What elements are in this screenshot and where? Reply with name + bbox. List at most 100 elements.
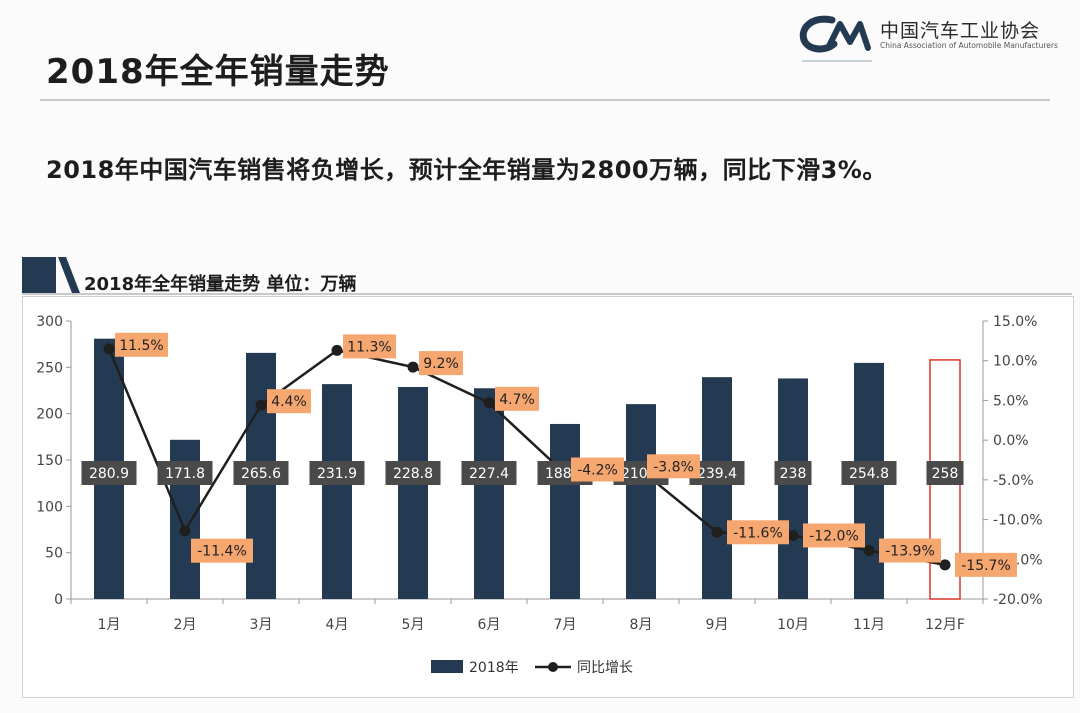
legend-bar-swatch (431, 660, 463, 673)
growth-value-label-box (727, 520, 789, 545)
bar-value-label-box (81, 461, 137, 485)
growth-value-label: 4.4% (267, 389, 311, 414)
logo: 中国汽车工业协会 China Association of Automobile… (798, 8, 1078, 62)
x-tick-label: 3月 (250, 617, 273, 633)
logo-name-cn: 中国汽车工业协会 (880, 20, 1041, 42)
y-left-tick-label: 100 (36, 499, 63, 515)
bar-value-label: 239.4 (689, 461, 745, 485)
growth-point (483, 397, 495, 409)
growth-value-label-text: 4.7% (499, 392, 535, 408)
bar-value-label-box (841, 461, 897, 485)
growth-value-label: -13.9% (879, 538, 941, 563)
y-right-tick-label: 15.0% (993, 314, 1037, 330)
title-divider (40, 99, 1050, 101)
bar-value-label-text: 280.9 (89, 466, 129, 482)
bar-value-label-text: 239.4 (697, 466, 737, 482)
bar-value-label-box (385, 461, 441, 485)
bar (626, 404, 656, 599)
growth-value-label-text: 11.3% (347, 339, 391, 355)
chart-header: 2018年全年销量走势 单位：万辆 (22, 257, 1072, 297)
y-left-tick-label: 50 (45, 546, 63, 562)
growth-value-label-text: -3.8% (653, 459, 694, 475)
growth-value-label: 11.5% (115, 332, 168, 357)
logo-underline (802, 60, 872, 62)
y-right-tick-label: 0.0% (993, 433, 1029, 449)
bar-value-label: 231.9 (309, 461, 365, 485)
chart-svg: 050100150200250300-20.0%-15.0%-10.0%-5.0… (36, 314, 1043, 676)
y-right-tick-label: 10.0% (993, 354, 1037, 370)
growth-value-label-text: -13.9% (885, 544, 935, 560)
bar-value-label-text: 231.9 (317, 466, 357, 482)
bar-value-label-text: 227.4 (469, 466, 509, 482)
growth-value-label: -3.8% (647, 454, 700, 479)
x-tick-label: 6月 (478, 617, 501, 633)
y-left-tick-label: 150 (36, 453, 63, 469)
x-tick-label: 1月 (98, 617, 121, 633)
x-tick-label: 10月 (777, 617, 809, 633)
legend-bar-label: 2018年 (469, 660, 519, 676)
bar-value-label: 228.8 (385, 461, 441, 485)
page-title: 2018年全年销量走势 (46, 52, 390, 92)
growth-point (939, 559, 951, 571)
growth-value-label-text: 11.5% (119, 338, 163, 354)
bar-value-label-text: 171.8 (165, 466, 205, 482)
bar-value-label-text: 258 (932, 466, 959, 482)
growth-value-label-box (647, 454, 700, 479)
growth-value-label-box (267, 389, 311, 414)
growth-value-label-box (343, 334, 396, 359)
x-tick-label: 9月 (706, 617, 729, 633)
growth-point (331, 344, 343, 356)
growth-value-label: -11.4% (191, 538, 253, 563)
growth-value-label-box (115, 332, 168, 357)
y-left-tick-label: 0 (54, 592, 63, 608)
x-tick-label: 11月 (853, 617, 885, 633)
y-left-tick-label: 300 (36, 314, 63, 330)
bar-value-label-text: 265.6 (241, 466, 281, 482)
growth-point (787, 529, 799, 541)
legend-line-marker (548, 662, 558, 672)
growth-value-label-text: 4.4% (271, 394, 307, 410)
growth-value-label-text: -15.7% (961, 558, 1011, 574)
growth-value-label: 4.7% (495, 386, 539, 411)
growth-value-label: -15.7% (955, 552, 1017, 577)
bar-value-label: 265.6 (233, 461, 289, 485)
logo-mark-icon (799, 15, 871, 53)
bar-value-label-text: 238 (780, 466, 807, 482)
growth-value-label-box (803, 523, 865, 548)
x-tick-label: 12月F (925, 617, 965, 633)
bar-value-label-box (926, 461, 964, 485)
bar-value-label-box (157, 461, 213, 485)
bar (474, 388, 504, 599)
bar (702, 377, 732, 599)
headline: 2018年中国汽车销售将负增长，预计全年销量为2800万辆，同比下滑3%。 (46, 156, 887, 184)
growth-point (103, 343, 115, 355)
y-left-tick-label: 200 (36, 407, 63, 423)
x-tick-label: 2月 (174, 617, 197, 633)
bar-value-label-box (461, 461, 517, 485)
growth-value-label: -11.6% (727, 520, 789, 545)
growth-value-label-box (879, 538, 941, 563)
bar-value-label-box (774, 461, 812, 485)
x-tick-label: 4月 (326, 617, 349, 633)
bar-value-label: 171.8 (157, 461, 213, 485)
growth-value-label-box (495, 386, 539, 411)
y-right-tick-label: -10.0% (993, 513, 1043, 529)
growth-value-label: -4.2% (571, 457, 624, 482)
growth-value-label-text: -11.4% (197, 544, 247, 560)
growth-point (711, 526, 723, 538)
bar-value-label: 238 (774, 461, 812, 485)
logo-name-en: China Association of Automobile Manufact… (880, 41, 1058, 50)
bar (322, 384, 352, 599)
growth-point (407, 361, 419, 373)
bar-value-label-box (233, 461, 289, 485)
bar-value-label-box (309, 461, 365, 485)
growth-point (179, 525, 191, 537)
x-tick-label: 8月 (630, 617, 653, 633)
y-right-tick-label: -20.0% (993, 592, 1043, 608)
growth-point (255, 399, 267, 411)
chart-header-divider (22, 293, 1072, 295)
growth-value-label-box (191, 538, 253, 563)
growth-value-label: -12.0% (803, 523, 865, 548)
x-tick-label: 5月 (402, 617, 425, 633)
growth-value-label: 9.2% (419, 351, 463, 376)
